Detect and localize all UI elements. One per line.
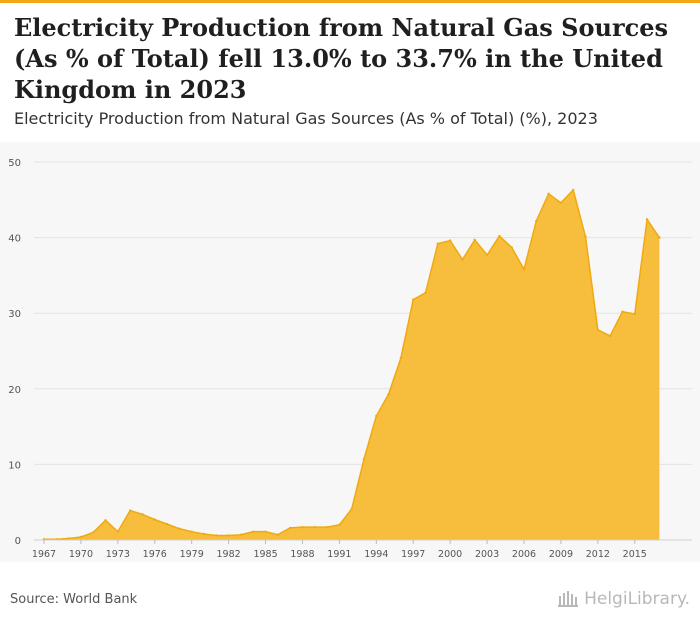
x-tick-label: 2015 [623, 549, 647, 560]
chart-title: Electricity Production from Natural Gas … [14, 13, 668, 104]
data-point [522, 268, 526, 271]
y-tick-label: 20 [8, 385, 21, 396]
library-building-icon [558, 591, 579, 607]
data-point [633, 312, 636, 316]
data-point [325, 525, 329, 529]
y-tick-label: 10 [8, 460, 21, 471]
data-point [178, 527, 181, 530]
data-point [461, 258, 464, 261]
data-point [387, 392, 390, 396]
data-point [510, 246, 513, 249]
data-point [436, 242, 440, 245]
data-point [473, 238, 476, 242]
data-point [362, 457, 366, 461]
x-tick-label: 1997 [401, 549, 425, 560]
data-point [596, 328, 600, 332]
data-point [547, 192, 550, 195]
data-point [608, 334, 612, 338]
x-tick-label: 1970 [69, 549, 93, 560]
data-point [79, 535, 83, 539]
data-point [165, 522, 169, 526]
data-point [202, 532, 206, 536]
data-point [584, 235, 587, 239]
data-point [116, 530, 120, 533]
data-point [301, 525, 304, 529]
source-note: Source: World Bank [10, 592, 138, 607]
x-tick-label: 2006 [512, 549, 536, 560]
x-tick-label: 1976 [143, 549, 167, 560]
y-tick-label: 0 [15, 536, 21, 547]
data-point [190, 530, 193, 533]
top-accent-bar [0, 0, 700, 3]
area-fill [44, 189, 660, 541]
data-point [239, 533, 243, 536]
data-point [338, 523, 341, 527]
y-tick-label: 40 [8, 234, 21, 245]
x-tick-label: 1994 [364, 549, 388, 560]
data-point [658, 236, 661, 239]
x-tick-label: 2003 [475, 549, 499, 560]
x-tick-label: 1973 [106, 549, 130, 560]
data-point [399, 356, 403, 360]
data-point [227, 534, 230, 537]
data-point [448, 239, 452, 242]
x-tick-label: 1985 [253, 549, 277, 560]
x-tick-label: 2012 [586, 549, 610, 560]
data-point [288, 526, 292, 530]
data-point [67, 537, 70, 540]
helgilibrary-logo[interactable]: HelgiLibrary. [557, 589, 690, 609]
data-point [92, 531, 95, 534]
data-point [559, 201, 563, 205]
data-point [215, 534, 218, 537]
x-tick-label: 1991 [327, 549, 351, 560]
logo-text: HelgiLibrary. [584, 589, 690, 609]
data-point [264, 530, 267, 533]
chart-subtitle: Electricity Production from Natural Gas … [14, 109, 598, 128]
data-point [276, 533, 280, 536]
data-point [313, 525, 316, 529]
data-point [498, 234, 501, 238]
data-point [412, 298, 415, 301]
data-point [350, 507, 353, 511]
x-tick-label: 1967 [32, 549, 56, 560]
data-point [621, 310, 624, 313]
data-point [535, 219, 538, 223]
data-point [128, 509, 132, 512]
x-tick-label: 2000 [438, 549, 462, 560]
data-point [645, 218, 649, 221]
data-point [153, 518, 156, 521]
x-tick-label: 1979 [180, 549, 204, 560]
data-point [485, 253, 489, 257]
data-point [104, 519, 107, 522]
area-chart: 0 10 20 30 40 50 1967 1970 1973 1976 1979 1982 1985 1… [8, 158, 692, 560]
y-tick-label: 30 [8, 309, 21, 320]
x-tick-label: 1982 [217, 549, 241, 560]
x-tick-label: 1988 [290, 549, 314, 560]
data-point [141, 513, 144, 516]
data-point [375, 414, 378, 418]
y-tick-label: 50 [8, 158, 21, 169]
data-point [572, 188, 575, 192]
x-tick-label: 2009 [549, 549, 573, 560]
data-point [252, 530, 255, 533]
data-point [424, 291, 427, 294]
